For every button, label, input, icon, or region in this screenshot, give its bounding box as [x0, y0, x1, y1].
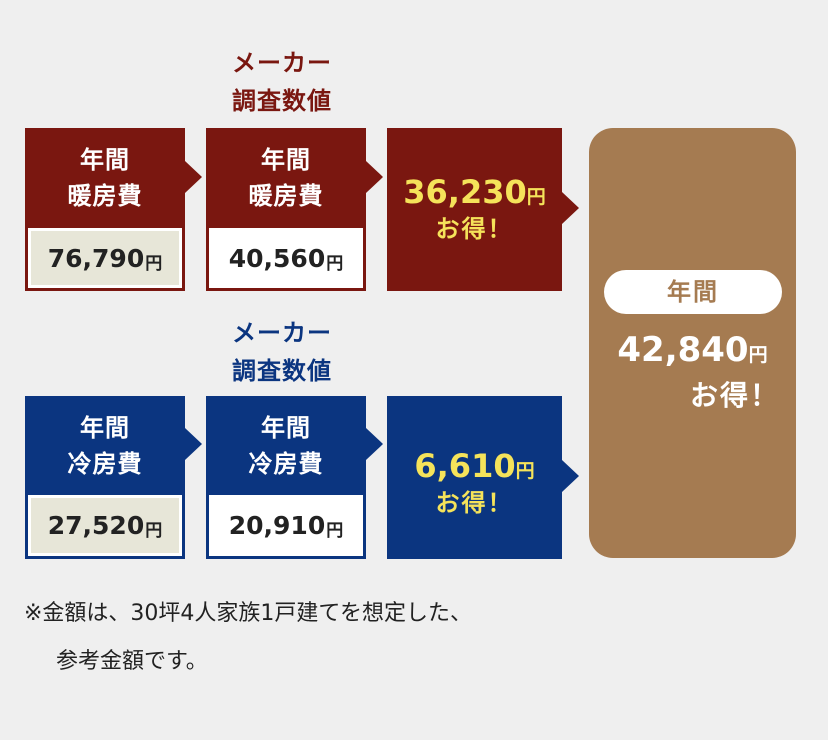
cooling-saving: 6,610円 お得！ — [387, 446, 562, 520]
card-label: 年間 冷房費 — [25, 410, 185, 482]
saving-unit: 円 — [515, 460, 535, 482]
card-label-line: 暖房費 — [67, 182, 143, 210]
card-label-line: 年間 — [261, 146, 311, 174]
footnote-line: 参考金額です。 — [56, 649, 208, 674]
heating-saving-card — [387, 128, 562, 291]
total-pill: 年間 — [604, 270, 782, 314]
heading-line: 調査数値 — [232, 87, 332, 115]
saving-label: お得！ — [435, 215, 514, 243]
arrow-right-icon — [366, 161, 383, 193]
value-unit: 円 — [326, 253, 344, 274]
total-label: お得！ — [689, 379, 780, 412]
arrow-right-icon — [185, 161, 202, 193]
card-label-line: 年間 — [80, 414, 130, 442]
heating-maker-heading: メーカー 調査数値 — [206, 44, 358, 120]
value-number: 76,790 — [47, 243, 145, 273]
saving-amount: 6,610 — [414, 447, 516, 485]
arrow-right-icon — [562, 460, 579, 492]
value-number: 27,520 — [47, 511, 145, 540]
total-amount-line: 42,840円 — [589, 328, 796, 372]
value-number: 40,560 — [228, 243, 326, 273]
card-label-line: 年間 — [80, 146, 130, 174]
cooling-maker-heading: メーカー 調査数値 — [206, 314, 358, 390]
value-unit: 円 — [145, 253, 163, 274]
card-label: 年間 暖房費 — [25, 142, 185, 214]
card-label-line: 暖房費 — [248, 182, 324, 210]
card-label-line: 冷房費 — [248, 450, 324, 478]
heading-line: メーカー — [232, 49, 332, 77]
footnote: ※金額は、30坪4人家族1戸建てを想定した、 参考金額です。 — [24, 596, 472, 680]
value-number: 20,910 — [228, 511, 326, 540]
cooling-saving-card — [387, 396, 562, 559]
cooling-maker-value: 20,910 円 — [209, 495, 363, 556]
total-savings-panel: 年間 42,840円 お得！ — [589, 128, 796, 558]
saving-amount: 36,230 — [403, 173, 527, 211]
saving-label: お得！ — [435, 489, 514, 517]
card-label: 年間 暖房費 — [206, 142, 366, 214]
arrow-right-icon — [562, 192, 579, 224]
card-label: 年間 冷房費 — [206, 410, 366, 482]
cooling-current-value: 27,520 円 — [28, 495, 182, 556]
card-label-line: 年間 — [261, 414, 311, 442]
total-amount: 42,840 — [617, 330, 749, 370]
saving-unit: 円 — [526, 186, 546, 208]
heating-saving: 36,230円 お得！ — [387, 172, 562, 246]
heating-current-value: 76,790 円 — [28, 228, 182, 288]
heading-line: メーカー — [232, 319, 332, 347]
arrow-right-icon — [366, 428, 383, 460]
footnote-line: ※金額は、30坪4人家族1戸建てを想定した、 — [24, 601, 472, 626]
heating-maker-value: 40,560 円 — [209, 228, 363, 288]
arrow-right-icon — [185, 428, 202, 460]
heading-line: 調査数値 — [232, 357, 332, 385]
card-label-line: 冷房費 — [67, 450, 143, 478]
value-unit: 円 — [145, 521, 163, 541]
value-unit: 円 — [326, 521, 344, 541]
total-unit: 円 — [748, 344, 768, 366]
